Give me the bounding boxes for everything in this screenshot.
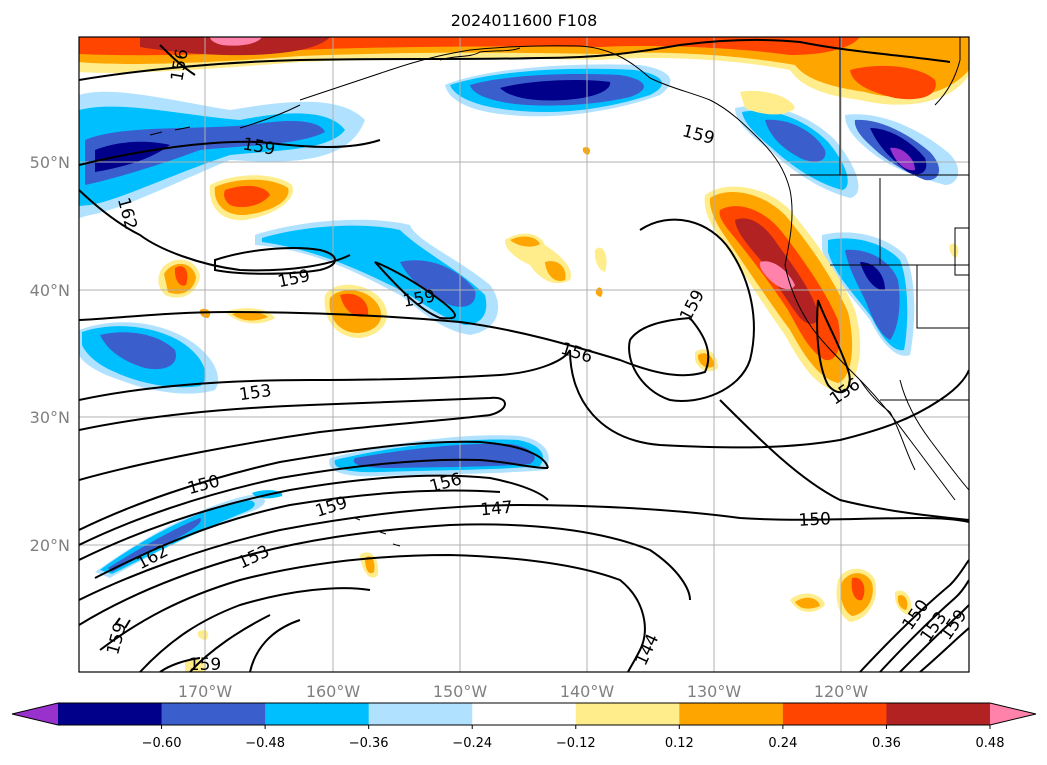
- shade-region: [140, 37, 330, 56]
- lon-tick-label: 140°W: [560, 682, 615, 701]
- map-frame: [78, 36, 970, 673]
- map-title: 2024011600 F108: [451, 11, 598, 30]
- lon-tick-label: 150°W: [433, 682, 488, 701]
- contour-label: 153: [238, 381, 273, 405]
- shade-region: [365, 556, 375, 574]
- shade-region: [79, 37, 969, 97]
- shade-region: [197, 630, 209, 640]
- lat-tick-label: 30°N: [30, 408, 70, 427]
- colorbar-bin: [265, 703, 370, 725]
- contour-label: 147: [480, 498, 514, 521]
- shade-region: [95, 141, 170, 172]
- shade-region: [400, 260, 476, 307]
- colorbar-tick-label: −0.48: [245, 736, 285, 751]
- shade-region: [860, 262, 885, 291]
- colorbar-bin: [58, 703, 163, 725]
- shade-region: [698, 353, 714, 368]
- lon-tick-labels: 170°W 160°W 150°W 140°W 130°W 120°W: [178, 682, 869, 701]
- colorbar-tick-label: 0.12: [665, 736, 694, 751]
- colorbar-tick-label: 0.48: [976, 736, 1005, 751]
- lon-tick-label: 120°W: [814, 682, 869, 701]
- colorbar-tick-label: 0.24: [768, 736, 797, 751]
- shade-region: [510, 236, 540, 247]
- contour-label: 150: [798, 509, 831, 531]
- colorbar-bin: [782, 703, 887, 725]
- shade-region: [174, 266, 188, 286]
- coastlines: [149, 37, 969, 547]
- shade-region: [740, 90, 795, 115]
- lat-tick-label: 40°N: [30, 281, 70, 300]
- shading-positive: [79, 37, 969, 672]
- shade-region: [582, 147, 591, 155]
- colorbar-tick-label: −0.36: [349, 736, 389, 751]
- colorbar-bin: [161, 703, 266, 725]
- colorbar-tick-label: −0.12: [556, 736, 596, 751]
- shading-negative: [79, 64, 959, 578]
- colorbar-segments: [12, 703, 1036, 725]
- colorbar-ticks: −0.60 −0.48 −0.36 −0.24 −0.12 0.12 0.24 0.36 0.4…: [142, 725, 1005, 751]
- height-contours: [79, 38, 969, 672]
- graticule: [79, 37, 969, 672]
- lat-tick-label: 20°N: [30, 536, 70, 555]
- colorbar-tick-label: 0.36: [872, 736, 901, 751]
- colorbar-extend-low: [12, 703, 58, 725]
- shade-region: [759, 261, 795, 290]
- shade-region: [500, 80, 611, 101]
- colorbar-tick-label: −0.24: [452, 736, 492, 751]
- colorbar-bin: [679, 703, 784, 725]
- shade-region: [890, 147, 915, 171]
- shade-region: [85, 120, 325, 185]
- shade-region: [765, 119, 826, 162]
- colorbar-outline: [11, 702, 1037, 726]
- lon-tick-label: 130°W: [687, 682, 742, 701]
- shade-region: [100, 332, 176, 370]
- shade-region: [851, 577, 865, 601]
- lat-tick-labels: 50°N 40°N 30°N 20°N: [30, 153, 70, 555]
- shade-region: [210, 37, 262, 46]
- shade-region: [949, 243, 959, 258]
- colorbar-bin: [368, 703, 473, 725]
- shade-region: [224, 185, 270, 208]
- lon-tick-label: 160°W: [306, 682, 361, 701]
- shade-region: [850, 65, 936, 100]
- contour-label: 159: [189, 655, 221, 675]
- colorbar-tick-label: −0.60: [142, 736, 182, 751]
- shade-region: [340, 293, 369, 317]
- shade-region: [897, 595, 908, 610]
- colorbar-extend-high: [990, 703, 1036, 725]
- lon-tick-label: 170°W: [178, 682, 233, 701]
- colorbar: −0.60 −0.48 −0.36 −0.24 −0.12 0.12 0.24 0.36 0.4…: [11, 702, 1037, 751]
- lat-tick-label: 50°N: [30, 153, 70, 172]
- colorbar-bin: [472, 703, 577, 725]
- map-panel: 156 159 162 159 159 159 159 156 153 156 …: [78, 36, 970, 675]
- country-borders: [790, 37, 969, 401]
- shade-region: [594, 247, 607, 272]
- shade-region: [545, 261, 566, 281]
- shade-region: [795, 597, 820, 609]
- colorbar-bin: [575, 703, 680, 725]
- shade-region: [232, 311, 268, 321]
- shade-region: [845, 249, 900, 340]
- colorbar-bin: [886, 703, 991, 725]
